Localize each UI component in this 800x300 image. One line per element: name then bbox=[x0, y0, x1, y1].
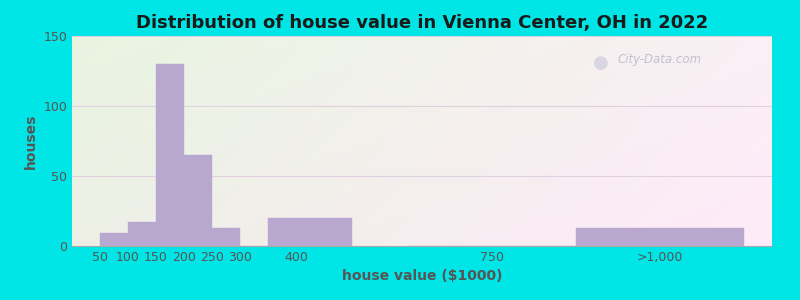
Title: Distribution of house value in Vienna Center, OH in 2022: Distribution of house value in Vienna Ce… bbox=[136, 14, 708, 32]
Text: ●: ● bbox=[593, 54, 608, 72]
Bar bbox=[156, 64, 184, 246]
Text: City-Data.com: City-Data.com bbox=[618, 53, 702, 66]
X-axis label: house value ($1000): house value ($1000) bbox=[342, 269, 502, 284]
Bar bbox=[100, 233, 128, 246]
Bar bbox=[128, 222, 156, 246]
Y-axis label: houses: houses bbox=[24, 113, 38, 169]
Bar bbox=[576, 228, 744, 246]
Bar bbox=[184, 155, 212, 246]
Bar bbox=[212, 228, 240, 246]
Bar bbox=[268, 218, 352, 246]
